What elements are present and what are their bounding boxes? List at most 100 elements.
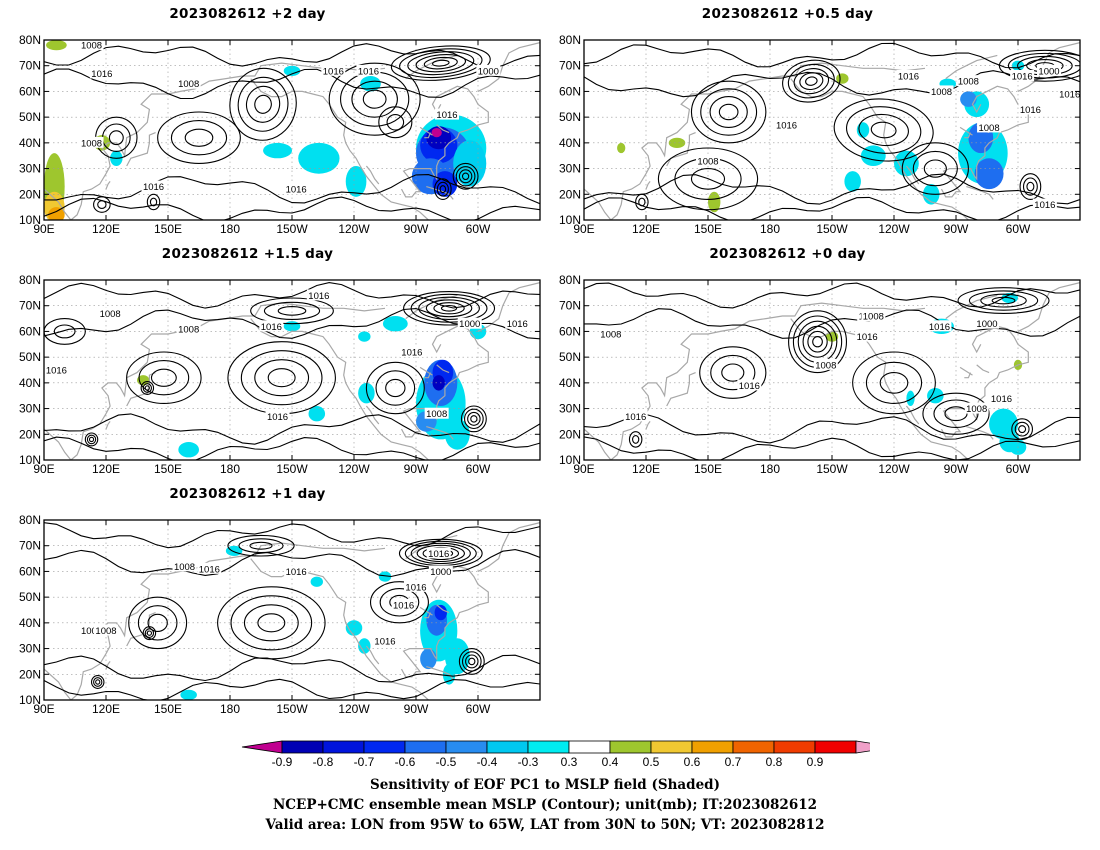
lon-label: 180 bbox=[220, 462, 240, 476]
isobar-ring bbox=[144, 628, 155, 638]
contour-label: 1016 bbox=[267, 412, 288, 423]
isobar-ring bbox=[237, 76, 289, 132]
contour-label: 1016 bbox=[507, 319, 528, 330]
contour-label-bg bbox=[1018, 103, 1043, 115]
isobar-ring bbox=[108, 130, 124, 146]
contour-label: 1016 bbox=[405, 582, 426, 593]
lat-label: 20N bbox=[19, 187, 41, 201]
contour-label: 1008 bbox=[426, 409, 447, 420]
lon-label: 90W bbox=[404, 222, 429, 236]
isobar-ring bbox=[146, 630, 153, 636]
sensitivity-shade bbox=[178, 442, 200, 458]
isobar-ring bbox=[923, 159, 947, 178]
contour-label-bg bbox=[404, 580, 428, 592]
isobar-ring bbox=[1022, 177, 1038, 196]
coastline bbox=[365, 165, 380, 185]
contour-label: 1008 bbox=[966, 404, 987, 415]
coastline bbox=[584, 62, 926, 220]
isobar-ring bbox=[434, 178, 452, 200]
lon-label: 150E bbox=[154, 702, 182, 716]
sensitivity-shade bbox=[894, 150, 919, 177]
colorbar-level-label: 0.6 bbox=[684, 755, 701, 769]
contour-label: 1016 bbox=[308, 291, 329, 302]
panel-title: 2023082612 +1.5 day bbox=[161, 246, 334, 262]
contour-label: 1016 bbox=[898, 72, 919, 83]
colorbar-box bbox=[281, 740, 324, 754]
isobar-ring bbox=[416, 544, 465, 563]
contour-label: 1008 bbox=[958, 77, 979, 88]
map-plot: 1008 1016 1008 1016 1016 1000 1016 1016 1008 1016… bbox=[19, 273, 541, 476]
contour-label: 1016 bbox=[625, 412, 646, 423]
lon-label: 180 bbox=[760, 222, 780, 236]
panel-title: 2023082612 +1 day bbox=[169, 486, 326, 502]
lon-label: 90E bbox=[573, 222, 594, 236]
lon-label: 120W bbox=[878, 462, 910, 476]
isobar-ring bbox=[957, 287, 1050, 314]
isobar-ring bbox=[788, 310, 848, 374]
contour-label: 1008 bbox=[978, 123, 999, 134]
lon-label: 180 bbox=[220, 702, 240, 716]
isobar-ring bbox=[423, 56, 458, 70]
coastline bbox=[964, 372, 972, 379]
isobar-ring bbox=[379, 588, 420, 617]
contour-label: 1008 bbox=[81, 41, 102, 52]
isobar bbox=[44, 678, 540, 700]
coastline bbox=[945, 294, 998, 320]
coastline bbox=[105, 181, 111, 190]
isobar-ring bbox=[690, 80, 767, 144]
colorbar-arrow-right bbox=[855, 740, 870, 754]
coastline bbox=[966, 426, 994, 440]
sensitivity-shade bbox=[358, 638, 371, 654]
contour-label-bg bbox=[435, 108, 459, 120]
contour-label-bg bbox=[1057, 88, 1080, 99]
contour-label-bg bbox=[79, 40, 104, 51]
isobar bbox=[584, 282, 1080, 309]
lat-label: 80N bbox=[19, 513, 41, 527]
coastline bbox=[424, 372, 432, 379]
caption-line-1: Sensitivity of EOF PC1 to MSLP field (Sh… bbox=[369, 777, 721, 793]
lat-label: 70N bbox=[559, 299, 581, 313]
isobar-ring bbox=[184, 128, 214, 147]
isobar-ring bbox=[1007, 52, 1080, 79]
isobar-ring bbox=[243, 604, 299, 642]
isobar-ring bbox=[378, 106, 413, 139]
lon-label: 150W bbox=[816, 222, 848, 236]
coastline bbox=[105, 661, 111, 670]
isobar-ring bbox=[277, 306, 307, 316]
contour-label: 1008 bbox=[178, 324, 199, 335]
isobar-ring bbox=[812, 336, 823, 348]
isobar-ring bbox=[386, 114, 405, 131]
isobar-ring bbox=[455, 166, 476, 187]
colorbar-level-label: -0.7 bbox=[354, 755, 375, 769]
colorbar-level-label: -0.9 bbox=[272, 755, 293, 769]
lat-label: 60N bbox=[559, 324, 581, 338]
caption-line-3: Valid area: LON from 95W to 65W, LAT fro… bbox=[265, 817, 825, 833]
isobar-ring bbox=[249, 541, 273, 550]
coastline bbox=[44, 302, 386, 460]
isobar bbox=[584, 42, 1080, 69]
coastline bbox=[44, 62, 386, 220]
lat-label: 60N bbox=[559, 84, 581, 98]
isobar-ring bbox=[799, 72, 824, 91]
lon-label: 120E bbox=[632, 222, 660, 236]
isobar-ring bbox=[147, 613, 168, 632]
isobar-ring bbox=[375, 370, 416, 406]
contour-label: 1016 bbox=[1059, 90, 1080, 101]
isobar-ring bbox=[1011, 418, 1034, 440]
lat-label: 30N bbox=[19, 402, 41, 416]
contour-label-bg bbox=[424, 407, 449, 419]
isobar-ring bbox=[464, 408, 484, 430]
lat-label: 80N bbox=[559, 33, 581, 47]
lat-label: 50N bbox=[19, 590, 41, 604]
lat-label: 50N bbox=[559, 350, 581, 364]
colorbar-level-label: 0.4 bbox=[602, 755, 619, 769]
isobar-ring bbox=[912, 150, 958, 187]
lat-label: 40N bbox=[559, 136, 581, 150]
lat-label: 40N bbox=[19, 136, 41, 150]
colorbar-box bbox=[404, 740, 447, 754]
coastline bbox=[940, 85, 1029, 198]
isobar-ring bbox=[1019, 173, 1042, 200]
contour-label: 1016 bbox=[776, 120, 797, 131]
contour-label-bg bbox=[977, 121, 1002, 133]
contour-label: 1008 bbox=[600, 330, 621, 341]
